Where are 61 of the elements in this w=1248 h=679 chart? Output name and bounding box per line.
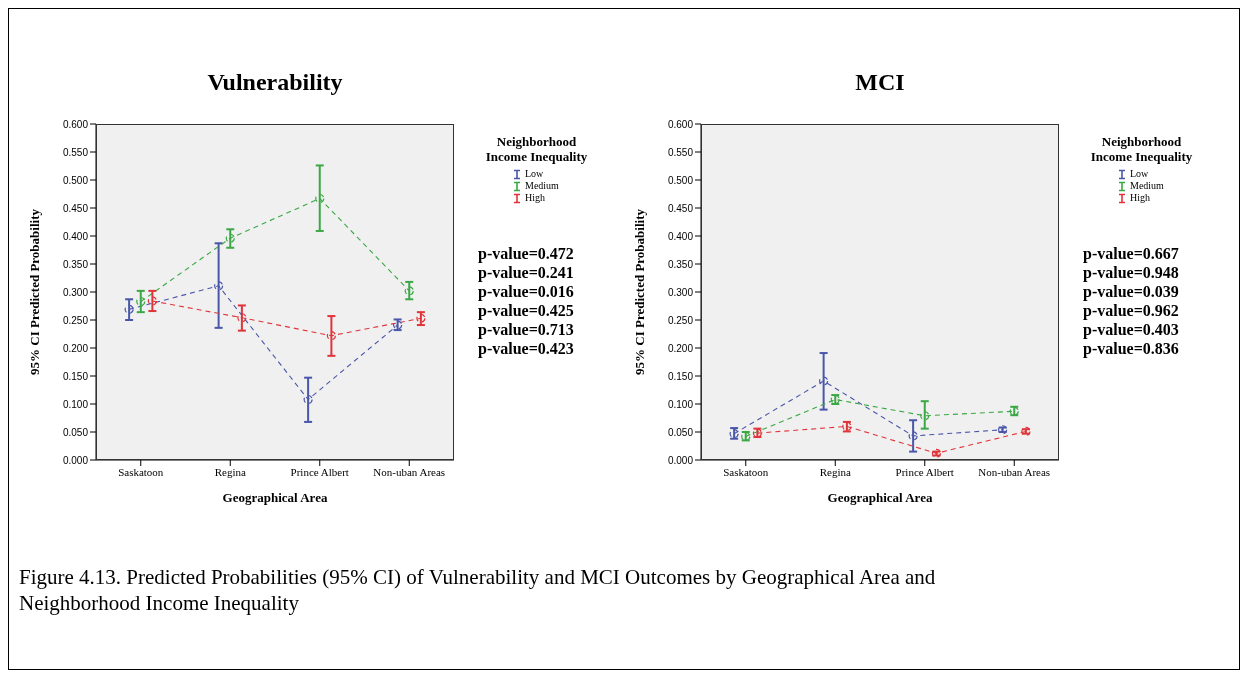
text: p-value=0.836 bbox=[1083, 339, 1179, 358]
chart-title: Vulnerability bbox=[206, 69, 344, 96]
text: p-value=0.425 bbox=[478, 301, 574, 320]
y-tick-label: 0.100 bbox=[62, 398, 89, 410]
x-tick-label: Regina bbox=[819, 465, 851, 478]
y-tick-label: 0.050 bbox=[62, 426, 89, 438]
y-tick-label: 0.200 bbox=[667, 342, 694, 354]
text: p-value=0.472 bbox=[478, 244, 574, 263]
text: p-value=0.713 bbox=[478, 320, 574, 339]
y-tick-label: 0.350 bbox=[62, 258, 89, 270]
y-tick-label: 0.000 bbox=[62, 454, 89, 466]
x-tick-label: Prince Albert bbox=[895, 465, 954, 478]
legend-label: High bbox=[1130, 192, 1150, 204]
x-tick-label: Saskatoon bbox=[118, 465, 164, 478]
y-tick-label: 0.300 bbox=[62, 286, 89, 298]
legend-label: High bbox=[525, 192, 545, 204]
y-tick-label: 0.100 bbox=[667, 398, 694, 410]
y-tick-label: 0.550 bbox=[667, 146, 694, 158]
x-axis-title: Geographical Area bbox=[827, 490, 933, 505]
legend-title: Neighborhood Income Inequality bbox=[484, 134, 589, 164]
x-axis-title: Geographical Area bbox=[222, 490, 328, 505]
y-axis-title: 95% CI Predicted Probability bbox=[26, 208, 42, 375]
caption: Figure 4.13. Predicted Probabilities (95% CI) of Vulnerability and MCI Outcomes by Geographical Area and Neighborhood Income Inequality bbox=[19, 564, 937, 616]
legend-label: Low bbox=[525, 168, 544, 180]
y-tick-label: 0.050 bbox=[667, 426, 694, 438]
legend-label: Medium bbox=[525, 180, 559, 192]
x-tick-label: Regina bbox=[214, 465, 246, 478]
y-tick-label: 0.400 bbox=[667, 230, 694, 242]
text: p-value=0.241 bbox=[478, 263, 574, 282]
y-tick-label: 0.250 bbox=[667, 314, 694, 326]
y-tick-label: 0.150 bbox=[62, 370, 89, 382]
y-tick-label: 0.200 bbox=[62, 342, 89, 354]
y-tick-label: 0.500 bbox=[62, 174, 89, 186]
y-tick-label: 0.500 bbox=[667, 174, 694, 186]
x-tick-label: Non-uban Areas bbox=[978, 465, 1051, 478]
text: p-value=0.667 bbox=[1083, 244, 1179, 263]
x-tick-label: Saskatoon bbox=[723, 465, 769, 478]
text: p-value=0.948 bbox=[1083, 263, 1179, 282]
x-tick-label: Non-uban Areas bbox=[373, 465, 446, 478]
y-tick-label: 0.350 bbox=[667, 258, 694, 270]
x-tick-label: Prince Albert bbox=[290, 465, 349, 478]
text: p-value=0.962 bbox=[1083, 301, 1179, 320]
chart-title: MCI bbox=[854, 69, 906, 96]
legend-label: Medium bbox=[1130, 180, 1164, 192]
y-tick-label: 0.150 bbox=[667, 370, 694, 382]
text: p-value=0.016 bbox=[478, 282, 574, 301]
y-tick-label: 0.600 bbox=[667, 118, 694, 130]
y-tick-label: 0.450 bbox=[62, 202, 89, 214]
legend-title: Neighborhood Income Inequality bbox=[1089, 134, 1194, 164]
y-tick-label: 0.250 bbox=[62, 314, 89, 326]
text: p-value=0.423 bbox=[478, 339, 574, 358]
y-tick-label: 0.300 bbox=[667, 286, 694, 298]
text: p-value=0.039 bbox=[1083, 282, 1179, 301]
y-tick-label: 0.400 bbox=[62, 230, 89, 242]
text: p-value=0.403 bbox=[1083, 320, 1179, 339]
y-tick-label: 0.550 bbox=[62, 146, 89, 158]
y-tick-label: 0.000 bbox=[667, 454, 694, 466]
legend-label: Low bbox=[1130, 168, 1149, 180]
y-tick-label: 0.450 bbox=[667, 202, 694, 214]
y-tick-label: 0.600 bbox=[62, 118, 89, 130]
y-axis-title: 95% CI Predicted Probability bbox=[631, 208, 647, 375]
